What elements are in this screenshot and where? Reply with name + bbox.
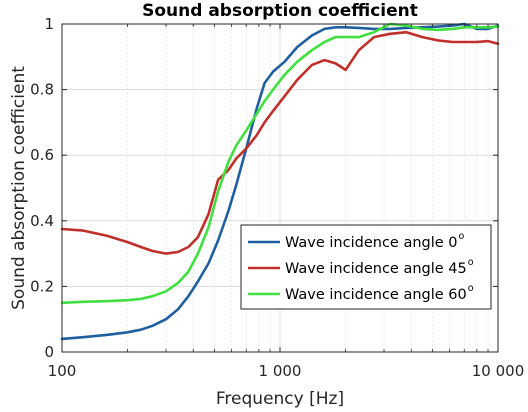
x-tick-label: 10 000 bbox=[472, 362, 525, 380]
legend-label-3: Wave incidence angle 60 bbox=[285, 287, 467, 303]
legend-label-superscript-1: o bbox=[459, 231, 465, 242]
chart-title: Sound absorption coefficient bbox=[142, 1, 418, 21]
legend-label-superscript-2: o bbox=[468, 257, 474, 268]
y-tick-label: 0.6 bbox=[30, 146, 54, 164]
y-tick-label: 0.4 bbox=[30, 212, 54, 230]
y-tick-label: 0 bbox=[44, 343, 54, 361]
legend-label-2: Wave incidence angle 45 bbox=[285, 261, 467, 277]
y-tick-label: 1 bbox=[44, 15, 54, 33]
series-layer bbox=[60, 22, 500, 341]
x-tick-label: 1 000 bbox=[259, 362, 302, 380]
series-line-1 bbox=[60, 22, 500, 341]
ticks: 100 1 000 10 000 0 0.2 0.4 0.6 0.8 1 bbox=[30, 15, 524, 380]
x-axis-label: Frequency [Hz] bbox=[216, 389, 344, 409]
legend-box bbox=[240, 224, 492, 310]
legend-label-1: Wave incidence angle 0 bbox=[285, 235, 458, 251]
x-tick-label: 100 bbox=[48, 362, 77, 380]
y-tick-label: 0.2 bbox=[30, 277, 54, 295]
series-line-3 bbox=[60, 22, 500, 305]
y-axis-label: Sound absorption coefficient bbox=[9, 66, 29, 310]
legend-label-superscript-3: o bbox=[468, 283, 474, 294]
series-line-2 bbox=[60, 30, 500, 255]
y-tick-label: 0.8 bbox=[30, 81, 54, 99]
